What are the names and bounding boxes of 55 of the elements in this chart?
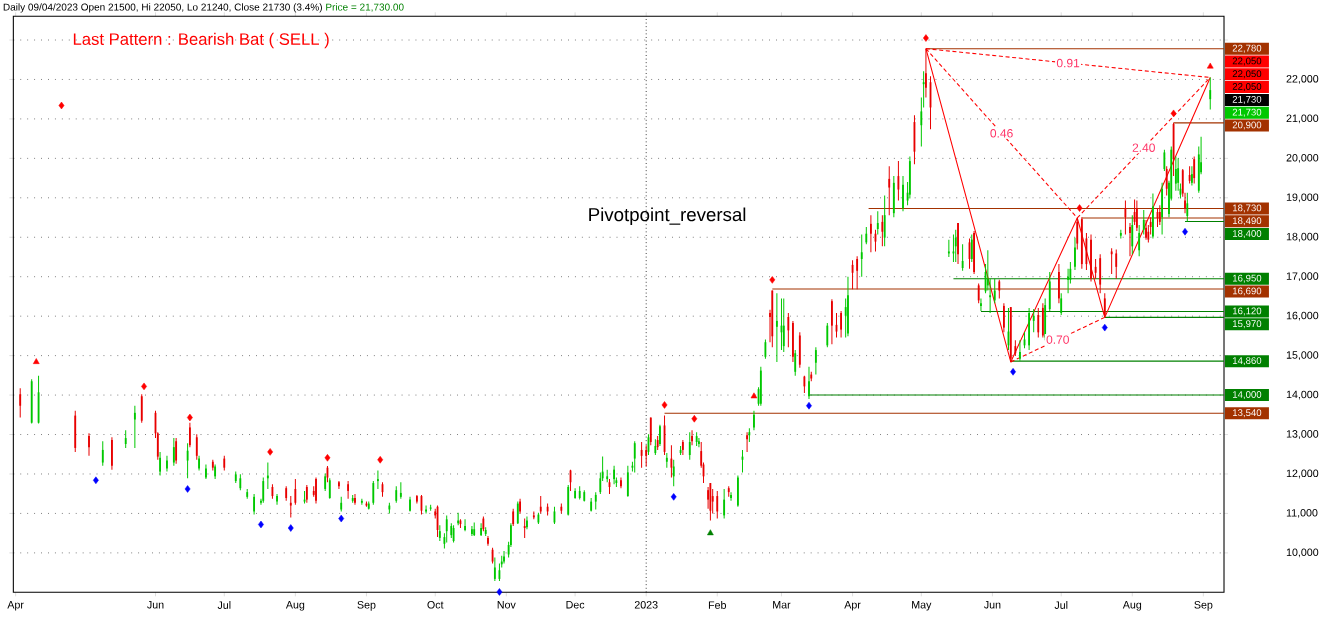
x-tick-label: Aug bbox=[285, 601, 305, 611]
y-tick-label: 10,000 bbox=[1286, 548, 1319, 558]
y-tick-label: 20,000 bbox=[1286, 153, 1319, 163]
y-tick-label: 13,000 bbox=[1286, 430, 1319, 439]
data-label: 16,120 bbox=[1232, 307, 1262, 316]
x-tick-label: Feb bbox=[708, 601, 727, 609]
y-tick-label: 19,000 bbox=[1286, 193, 1319, 203]
data-label: 22,780 bbox=[1232, 44, 1262, 53]
data-label: 18,730 bbox=[1232, 204, 1262, 213]
data-label: 15,970 bbox=[1232, 320, 1262, 329]
chart-title: Daily 09/04/2023 Open 21500, Hi 22050, Lo 21240, Close 21730 (3.4%) bbox=[3, 3, 322, 13]
annotation: Pivotpoint_reversal bbox=[589, 207, 746, 225]
x-tick-label: May bbox=[912, 601, 932, 611]
y-tick-label: 17,000 bbox=[1286, 272, 1319, 282]
data-label: 14,000 bbox=[1232, 391, 1262, 400]
x-tick-label: Jul bbox=[1054, 601, 1068, 609]
x-tick-label: 2023 bbox=[634, 601, 658, 609]
text: 21,730 bbox=[1232, 108, 1262, 117]
y-tick-label: 14,000 bbox=[1286, 390, 1319, 400]
text: 22,050 bbox=[1232, 70, 1262, 79]
x-tick-label: Dec bbox=[566, 601, 585, 609]
x-tick-label: Aug bbox=[1122, 601, 1142, 611]
data-label: 13,540 bbox=[1232, 409, 1262, 418]
x-tick-label: Mar bbox=[773, 601, 791, 609]
text: 22,050 bbox=[1232, 83, 1262, 92]
y-tick-label: 22,000 bbox=[1286, 75, 1319, 84]
x-tick-label: Apr bbox=[844, 601, 861, 611]
data-label: 18,400 bbox=[1232, 230, 1262, 239]
annotation: 0.91 bbox=[1056, 58, 1080, 68]
data-label: 16,690 bbox=[1232, 287, 1262, 296]
x-tick-label: Oct bbox=[427, 601, 444, 609]
y-tick-label: 21,000 bbox=[1286, 114, 1319, 124]
x-tick-label: Nov bbox=[497, 601, 516, 609]
x-tick-label: Jul bbox=[217, 601, 231, 609]
annotation: Last Pattern : Bearish Bat ( SELL ) bbox=[73, 32, 329, 49]
text: 21,730 bbox=[1232, 95, 1262, 104]
chart-subtitle: Price = 21,730.00 bbox=[326, 3, 404, 12]
annotation: 2.40 bbox=[1132, 143, 1155, 152]
y-tick-label: 12,000 bbox=[1286, 469, 1319, 479]
y-tick-label: 11,000 bbox=[1286, 509, 1318, 518]
x-tick-label: Sep bbox=[1194, 601, 1213, 611]
x-tick-label: Jun bbox=[983, 601, 1001, 609]
text: 22,050 bbox=[1232, 57, 1262, 66]
y-tick-label: 15,000 bbox=[1286, 351, 1319, 361]
data-label: 20,900 bbox=[1232, 121, 1262, 130]
y-tick-label: 16,000 bbox=[1286, 311, 1319, 321]
annotation: 0.46 bbox=[990, 129, 1013, 138]
data-label: 16,950 bbox=[1232, 274, 1262, 283]
data-label: 18,490 bbox=[1232, 217, 1262, 226]
annotation: 0.70 bbox=[1046, 335, 1069, 344]
x-tick-label: Jun bbox=[147, 601, 164, 609]
x-tick-label: Sep bbox=[357, 601, 376, 611]
x-tick-label: Apr bbox=[7, 601, 24, 611]
y-tick-label: 18,000 bbox=[1286, 232, 1319, 242]
data-label: 14,860 bbox=[1232, 357, 1262, 366]
